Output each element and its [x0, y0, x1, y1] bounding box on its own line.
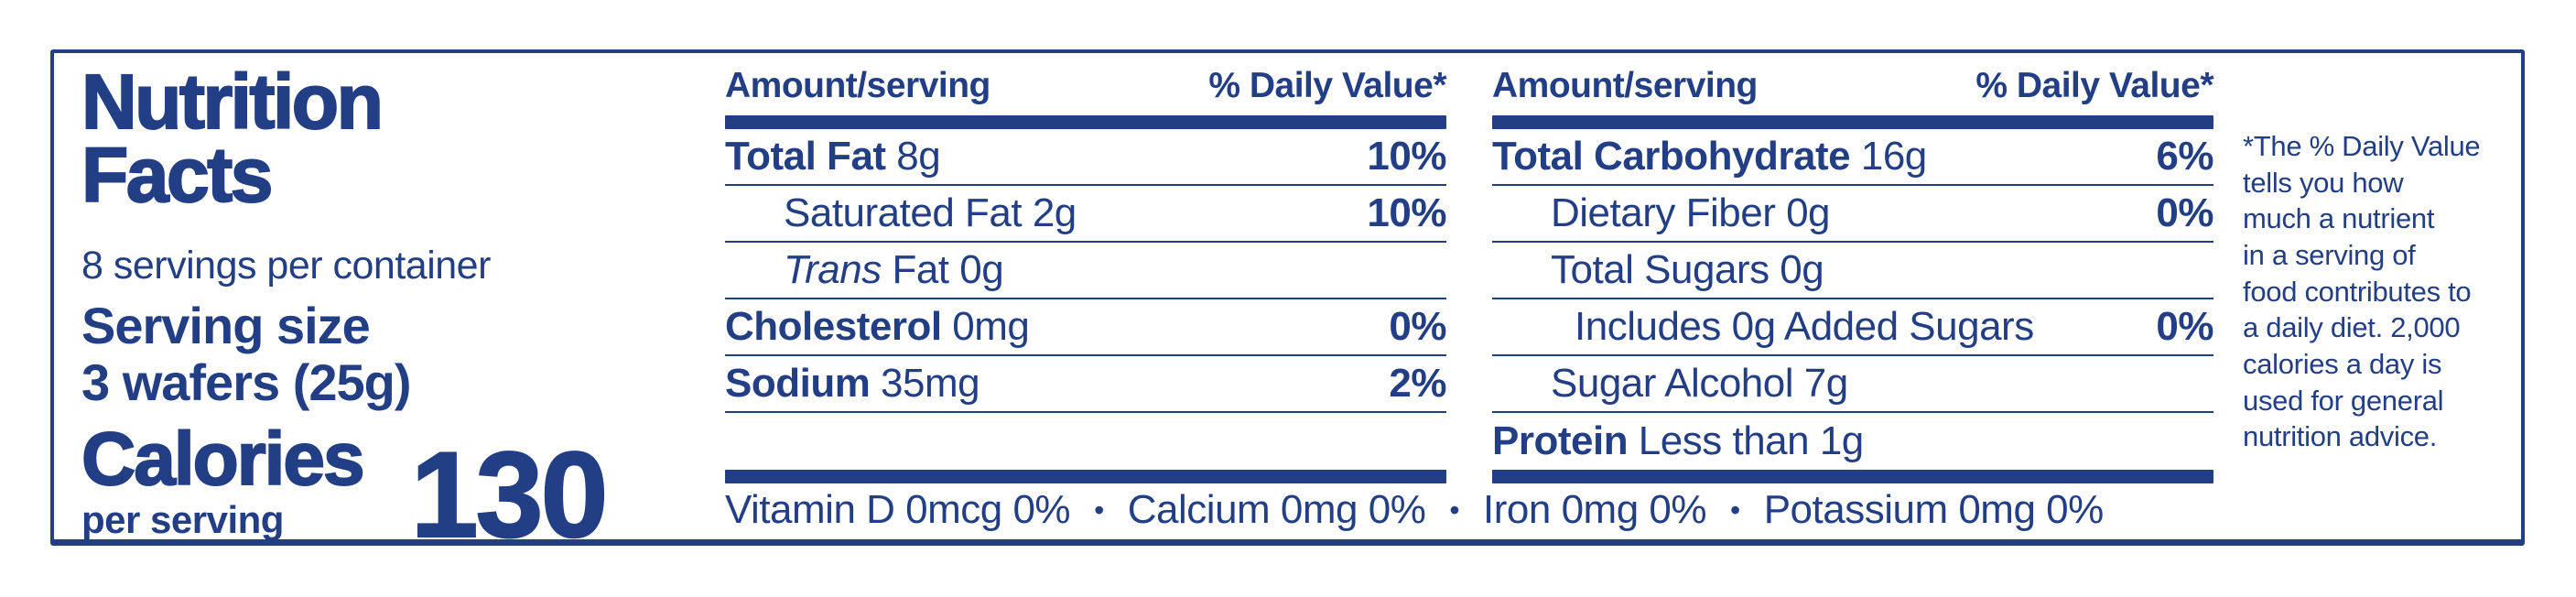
panel-title-line1: Nutrition	[81, 59, 384, 145]
nutrient-row-cholesterol: Cholesterol 0mg 0%	[725, 299, 1446, 356]
nutrient-name: Total Sugars 0g	[1551, 247, 1824, 292]
fat-sodium-column: Amount/serving % Daily Value* Total Fat …	[725, 62, 1446, 483]
daily-value: 0%	[2156, 190, 2213, 235]
amount-serving-header: Amount/serving	[1492, 66, 1758, 105]
section-bar	[1492, 470, 2213, 483]
servings-per-container: 8 servings per container	[81, 243, 491, 288]
nutrient-row-sugar-alcohol: Sugar Alcohol 7g	[1492, 356, 2213, 413]
empty-row	[725, 413, 1446, 470]
micronutrient-potassium: Potassium 0mg 0%	[1763, 487, 2105, 532]
nutrient-amount: 0mg	[941, 304, 1030, 349]
daily-value-header: % Daily Value*	[1208, 66, 1446, 105]
daily-value: 6%	[2156, 134, 2213, 179]
nutrient-name: Dietary Fiber 0g	[1551, 190, 1831, 235]
nutrient-row-sodium: Sodium 35mg 2%	[725, 356, 1446, 413]
nutrient-row-added-sugars: Includes 0g Added Sugars 0%	[1492, 299, 2213, 356]
nutrient-name: Sodium	[725, 361, 871, 406]
nutrient-name: Sugar Alcohol 7g	[1551, 361, 1848, 406]
nutrient-name: Total Fat	[725, 134, 886, 179]
bullet-separator: •	[1449, 493, 1460, 526]
footnote-line: tells you how	[2243, 166, 2404, 199]
serving-info-column: Nutrition Facts 8 servings per container…	[81, 59, 672, 558]
header-bar	[1492, 115, 2213, 129]
column-header: Amount/serving % Daily Value*	[1492, 62, 2213, 115]
footnote-line: used for general	[2243, 384, 2444, 417]
nutrient-amount: Less than 1g	[1628, 418, 1864, 463]
footnote-line: food contributes to	[2243, 275, 2472, 308]
nutrient-columns: Amount/serving % Daily Value* Total Fat …	[725, 62, 2213, 483]
nutrient-row-total-carbohydrate: Total Carbohydrate 16g 6%	[1492, 129, 2213, 186]
daily-value: 10%	[1367, 190, 1446, 235]
serving-size-label: Serving size	[81, 296, 371, 354]
calories-words: Calories per serving	[81, 418, 366, 542]
nutrition-facts-panel: Nutrition Facts 8 servings per container…	[50, 49, 2525, 558]
footnote-line: nutrition advice.	[2243, 420, 2438, 453]
carbohydrate-protein-column: Amount/serving % Daily Value* Total Carb…	[1492, 62, 2213, 483]
serving-size-value: 3 wafers (25g)	[81, 353, 412, 412]
nutrient-name: Cholesterol	[725, 304, 942, 349]
nutrient-amount: 8g	[885, 134, 941, 179]
nutrient-name: Total Carbohydrate	[1492, 134, 1851, 179]
section-bar	[725, 470, 1446, 483]
footnote-line: a daily diet. 2,000	[2243, 311, 2461, 344]
nutrient-row-total-sugars: Total Sugars 0g	[1492, 243, 2213, 299]
amount-serving-header: Amount/serving	[725, 66, 990, 105]
nutrient-row-dietary-fiber: Dietary Fiber 0g 0%	[1492, 186, 2213, 243]
nutrient-row-saturated-fat: Saturated Fat 2g 10%	[725, 186, 1446, 243]
daily-value: 10%	[1367, 134, 1446, 179]
nutrient-name: Protein	[1492, 418, 1629, 463]
nutrient-tables: Amount/serving % Daily Value* Total Fat …	[725, 62, 2213, 532]
bullet-separator: •	[1730, 493, 1740, 526]
column-header: Amount/serving % Daily Value*	[725, 62, 1446, 115]
micronutrient-iron: Iron 0mg 0%	[1483, 487, 1706, 532]
daily-value-header: % Daily Value*	[1975, 66, 2213, 105]
panel-title: Nutrition Facts	[81, 59, 672, 218]
micronutrient-calcium: Calcium 0mg 0%	[1127, 487, 1426, 532]
nutrient-amount: 35mg	[870, 361, 980, 406]
footnote-line: much a nutrient	[2243, 202, 2435, 235]
micronutrients-line: Vitamin D 0mcg 0% • Calcium 0mg 0% • Iro…	[725, 483, 2213, 533]
nutrient-amount: Fat 0g	[881, 247, 1004, 292]
footnote-line: in a serving of	[2243, 239, 2416, 272]
daily-value-footnote: *The % Daily Value tells you how much a …	[2243, 62, 2525, 532]
micronutrient-vitamin-d: Vitamin D 0mcg 0%	[725, 487, 1071, 532]
footnote-line: *The % Daily Value	[2243, 130, 2481, 162]
nutrient-name: Saturated Fat 2g	[784, 190, 1077, 235]
daily-value: 0%	[2156, 304, 2213, 349]
calories-sublabel: per serving	[81, 498, 284, 542]
panel-title-line2: Facts	[81, 131, 274, 218]
nutrient-name: Includes 0g Added Sugars	[1575, 304, 2034, 349]
nutrient-row-protein: Protein Less than 1g	[1492, 413, 2213, 470]
daily-value: 2%	[1389, 361, 1446, 406]
calories-value: 130	[410, 428, 610, 564]
nutrient-amount: 16g	[1850, 134, 1927, 179]
nutrient-row-total-fat: Total Fat 8g 10%	[725, 129, 1446, 186]
header-bar	[725, 115, 1446, 129]
calories-label: Calories	[81, 418, 366, 502]
footnote-line: calories a day is	[2243, 348, 2442, 381]
calories-section: Calories per serving 130	[81, 418, 672, 564]
nutrient-row-trans-fat: Trans Fat 0g	[725, 243, 1446, 299]
bullet-separator: •	[1094, 493, 1104, 526]
nutrient-name-italic: Trans	[784, 247, 882, 292]
daily-value: 0%	[1389, 304, 1446, 349]
